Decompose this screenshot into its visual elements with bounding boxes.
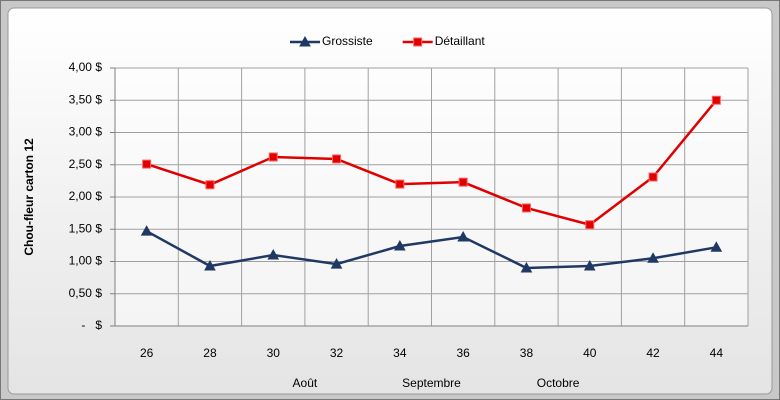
- x-tick-label: 44: [710, 346, 724, 360]
- marker: [142, 159, 152, 169]
- month-label: Octobre: [537, 376, 580, 390]
- marker: [299, 35, 311, 47]
- marker: [520, 261, 533, 273]
- marker: [267, 249, 280, 260]
- marker: [205, 180, 215, 190]
- marker: [413, 37, 423, 47]
- marker: [332, 154, 342, 164]
- marker: [457, 230, 469, 242]
- month-label: Août: [293, 376, 318, 390]
- month-label: Septembre: [402, 376, 461, 390]
- marker: [710, 241, 723, 252]
- marker: [394, 239, 406, 251]
- marker: [583, 259, 596, 271]
- series-line: [146, 230, 717, 270]
- y-axis-title: Chou-fleur carton 12: [22, 138, 36, 256]
- x-tick-label: 36: [456, 346, 470, 360]
- marker: [140, 225, 153, 236]
- series-line: [146, 99, 718, 227]
- marker: [268, 152, 278, 162]
- marker: [395, 179, 405, 189]
- x-tick-label: 32: [330, 346, 344, 360]
- y-tick-label: 2,00 $: [69, 189, 103, 203]
- legend-label: Détaillant: [435, 34, 486, 48]
- marker: [521, 203, 531, 213]
- y-tick-label: 3,50 $: [69, 92, 103, 106]
- legend-label: Grossiste: [322, 34, 373, 48]
- marker: [585, 220, 595, 230]
- marker: [711, 95, 721, 105]
- marker: [647, 252, 659, 263]
- x-tick-label: 34: [393, 346, 407, 360]
- x-tick-label: 26: [140, 346, 154, 360]
- x-tick-label: 42: [646, 346, 660, 360]
- y-tick-label: 1,00 $: [69, 254, 103, 268]
- y-tick-label: 3,00 $: [69, 125, 103, 139]
- x-tick-label: 30: [267, 346, 281, 360]
- marker: [648, 172, 658, 182]
- marker: [204, 259, 216, 271]
- x-tick-label: 40: [583, 346, 597, 360]
- x-tick-label: 38: [520, 346, 534, 360]
- y-tick-label: 4,00 $: [69, 60, 103, 74]
- y-tick-label: 0,50 $: [69, 286, 103, 300]
- y-tick-label: - $: [81, 318, 102, 332]
- marker: [330, 258, 343, 269]
- marker: [458, 177, 468, 187]
- y-tick-label: 2,50 $: [69, 157, 103, 171]
- y-tick-label: 1,50 $: [69, 221, 103, 235]
- x-tick-label: 28: [203, 346, 217, 360]
